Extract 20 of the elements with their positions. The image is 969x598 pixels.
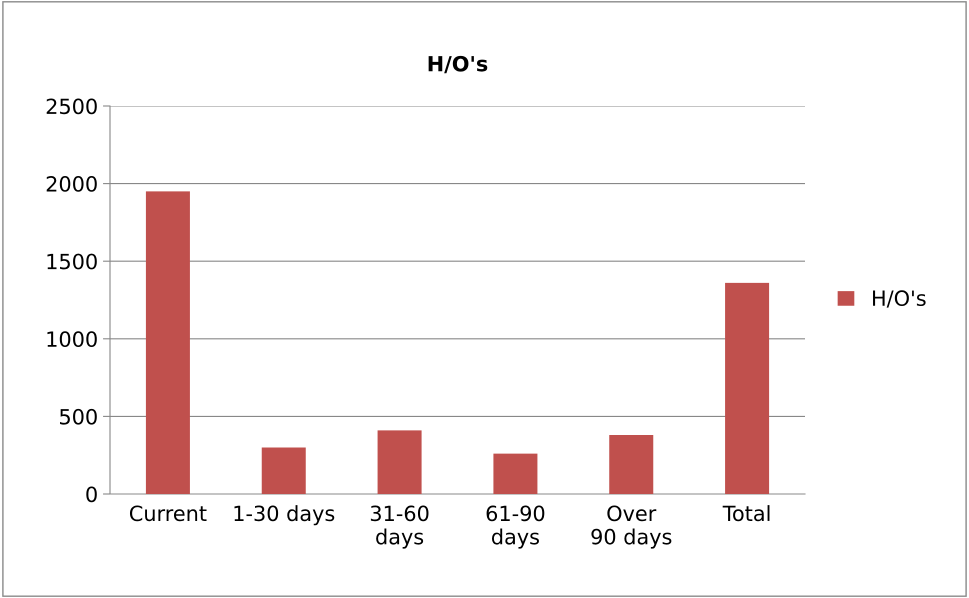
x-tick-label: Over 90 days (591, 505, 672, 549)
bar (262, 447, 306, 494)
x-tick-label: 31-60 days (370, 505, 428, 549)
chart-title: H/O's (428, 56, 488, 74)
y-tick-label: 0 (86, 486, 97, 502)
legend-label: H/O's (873, 290, 926, 308)
x-tick-label: Current (130, 505, 207, 522)
y-tick-label: 2000 (46, 176, 97, 192)
bar (493, 454, 538, 494)
y-tick-label: 500 (60, 408, 97, 425)
y-tick-label: 2500 (46, 98, 97, 114)
bar (146, 191, 190, 494)
x-tick-label: Total (722, 505, 770, 522)
y-tick-label: 1000 (47, 331, 97, 348)
bar (725, 282, 770, 494)
y-tick-label: 1500 (47, 254, 97, 270)
bar (609, 435, 654, 494)
x-tick-label: 61-90 days (486, 505, 544, 549)
bar (378, 430, 422, 494)
x-tick-label: 1-30 days (234, 505, 334, 526)
